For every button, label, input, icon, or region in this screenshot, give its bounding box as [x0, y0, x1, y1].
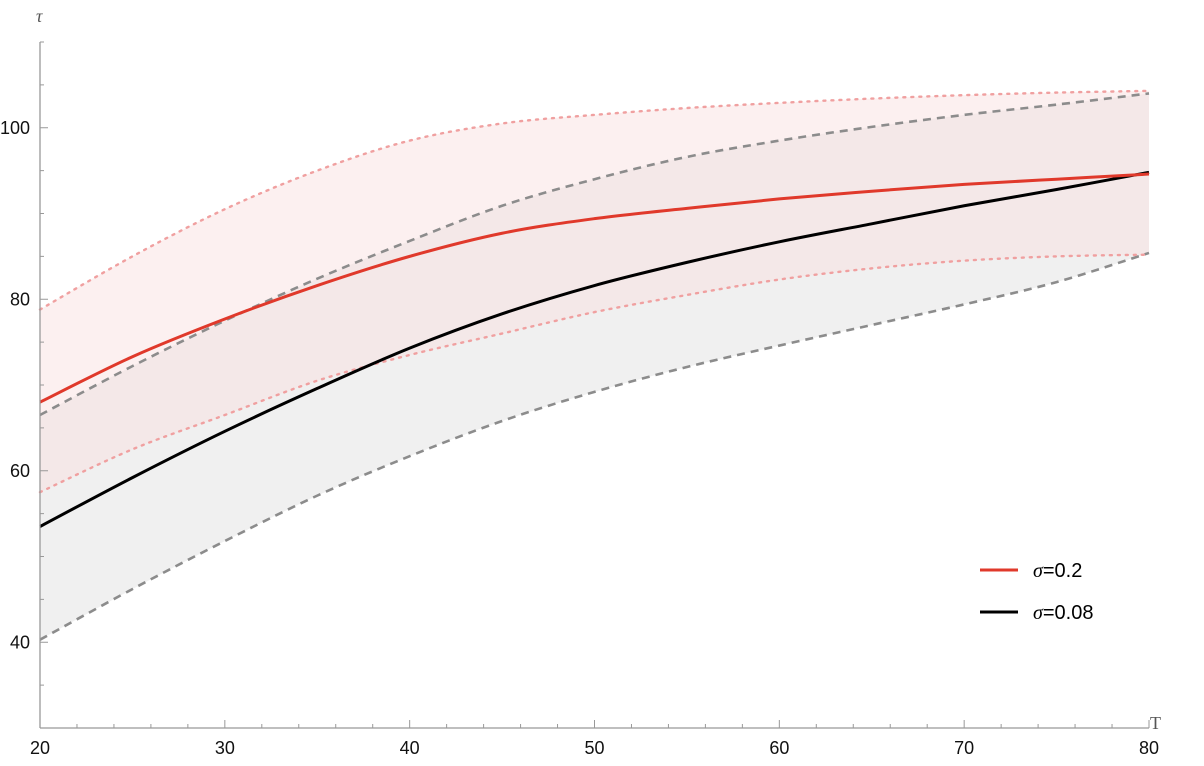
band-boundary-lines [38, 89, 1151, 641]
x-tick-label: 30 [215, 738, 235, 758]
x-tick-label: 40 [400, 738, 420, 758]
y-tick-label: 60 [10, 461, 30, 481]
axis-ticks [39, 41, 1150, 728]
legend-symbol: σ [1033, 560, 1044, 582]
band-sigma-0.08 [40, 93, 1149, 640]
legend-label: σ=0.08 [1033, 602, 1093, 624]
x-tick-label: 50 [584, 738, 604, 758]
band-upper-sigma-0.08 [39, 92, 1150, 417]
x-tick-label: 20 [30, 738, 50, 758]
series-lines [39, 170, 1150, 528]
axis-tick-labels: 20 30 40 50 60 70 80 40 60 80 100 [0, 118, 1159, 758]
legend-symbol: σ [1033, 602, 1044, 624]
y-tick-label: 80 [10, 289, 30, 309]
y-tick-label: 40 [10, 632, 30, 652]
y-tick-label: 100 [0, 118, 30, 138]
legend-label: σ=0.2 [1033, 560, 1082, 582]
y-axis-label: τ [36, 6, 43, 26]
x-tick-label: 70 [954, 738, 974, 758]
x-tick-label: 60 [769, 738, 789, 758]
x-axis-label: T [1150, 713, 1161, 733]
series-line-sigma-0.2 [39, 172, 1150, 404]
legend: σ=0.2σ=0.08 [980, 560, 1093, 624]
series-line-sigma-0.08 [39, 170, 1150, 528]
legend-value: =0.08 [1043, 602, 1094, 624]
band-lower-sigma-0.2 [38, 253, 1151, 494]
x-tick-label: 80 [1139, 738, 1159, 758]
confidence-bands [40, 90, 1149, 640]
legend-value: =0.2 [1043, 560, 1082, 582]
